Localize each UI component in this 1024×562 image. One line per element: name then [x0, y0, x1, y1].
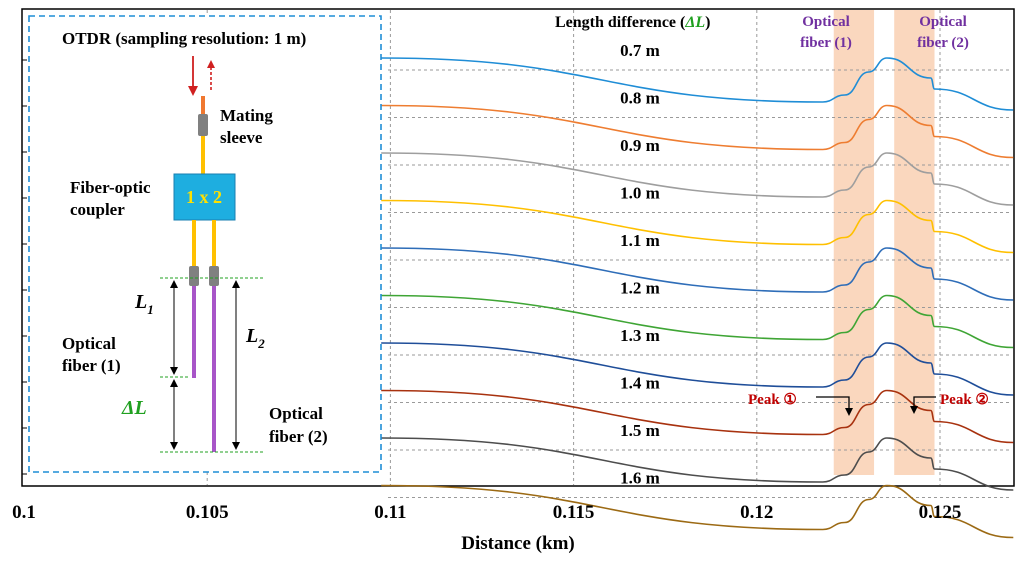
peak-1-arrow	[816, 396, 853, 416]
series-labels: 0.7 m 0.8 m 0.9 m 1.0 m 1.1 m 1.2 m 1.3 m 1.4 m…	[620, 41, 660, 488]
trace-0-9-m	[381, 152, 1014, 206]
trace-0-7-m	[381, 57, 1014, 111]
plot-frame	[21, 8, 1015, 487]
peak-2-label: Peak ②	[940, 392, 989, 408]
downstream-arrow-head	[188, 86, 198, 96]
x-tick-label: 0.105	[186, 502, 229, 523]
region-label-fiber-1-line1: Optical	[802, 14, 850, 30]
mating-sleeve	[198, 114, 208, 136]
connector-1	[189, 266, 199, 286]
series-label: 1.4 m	[620, 374, 660, 393]
region-label-fiber-1-line2: fiber (1)	[800, 35, 852, 51]
fiber-1-label-2: fiber (1)	[62, 356, 121, 375]
series-label: 0.7 m	[620, 41, 660, 60]
x-tick-label: 0.12	[740, 502, 773, 523]
otdr-title: OTDR (sampling resolution: 1 m)	[62, 29, 306, 48]
legend-title: Length difference (ΔL)	[555, 14, 710, 31]
series-label: 0.9 m	[620, 136, 660, 155]
trace-1-4-m	[381, 389, 1014, 444]
series-label: 1.6 m	[620, 469, 660, 488]
coupler-label-1: Fiber-optic	[70, 178, 151, 197]
series-label: 1.0 m	[620, 184, 660, 203]
x-tick-label: 0.125	[919, 502, 962, 523]
delta-l-label: ΔL	[121, 397, 147, 419]
coupler-label-2: coupler	[70, 200, 125, 219]
mating-sleeve-label-1: Mating	[220, 106, 273, 125]
peak-1-label: Peak ①	[748, 392, 797, 408]
trace-1-5-m	[381, 437, 1014, 491]
fiber-1-label-1: Optical	[62, 334, 116, 353]
backscatter-arrow-head	[207, 60, 215, 68]
region-label-fiber-2-line1: Optical	[919, 14, 967, 30]
l1-label: L1	[134, 291, 154, 317]
series-label: 1.3 m	[620, 326, 660, 345]
series-label: 1.2 m	[620, 279, 660, 298]
x-tick-labels: 0.1 0.105 0.11 0.115 0.12 0.125	[12, 502, 961, 523]
otdr-traces	[381, 57, 1014, 539]
connector-2	[209, 266, 219, 286]
trace-1-0-m	[381, 199, 1014, 254]
trace-1-3-m	[381, 342, 1014, 396]
trace-1-2-m	[381, 294, 1014, 349]
x-tick-label: 0.11	[374, 502, 406, 523]
coupler-ratio: 1 x 2	[186, 187, 222, 207]
schematic-frame	[28, 15, 382, 473]
trace-1-6-m	[381, 484, 1014, 539]
mating-sleeve-label-2: sleeve	[220, 128, 263, 147]
peak-2-arrow	[910, 396, 936, 414]
series-label: 0.8 m	[620, 89, 660, 108]
coupler-box	[173, 173, 236, 221]
fiber-2-label-1: Optical	[269, 404, 323, 423]
series-label: 1.5 m	[620, 421, 660, 440]
x-tick-label: 0.115	[553, 502, 595, 523]
x-axis-title: Distance (km)	[461, 533, 574, 554]
schematic-inset: OTDR (sampling resolution: 1 m) Mating s…	[28, 15, 382, 473]
series-label: 1.1 m	[620, 231, 660, 250]
trace-baselines	[388, 69, 1012, 498]
l2-label: L2	[245, 325, 265, 351]
fiber-2-label-2: fiber (2)	[269, 427, 328, 446]
trace-0-8-m	[381, 104, 1014, 159]
region-label-fiber-2-line2: fiber (2)	[917, 35, 969, 51]
trace-1-1-m	[381, 247, 1014, 301]
x-tick-label: 0.1	[12, 502, 36, 523]
